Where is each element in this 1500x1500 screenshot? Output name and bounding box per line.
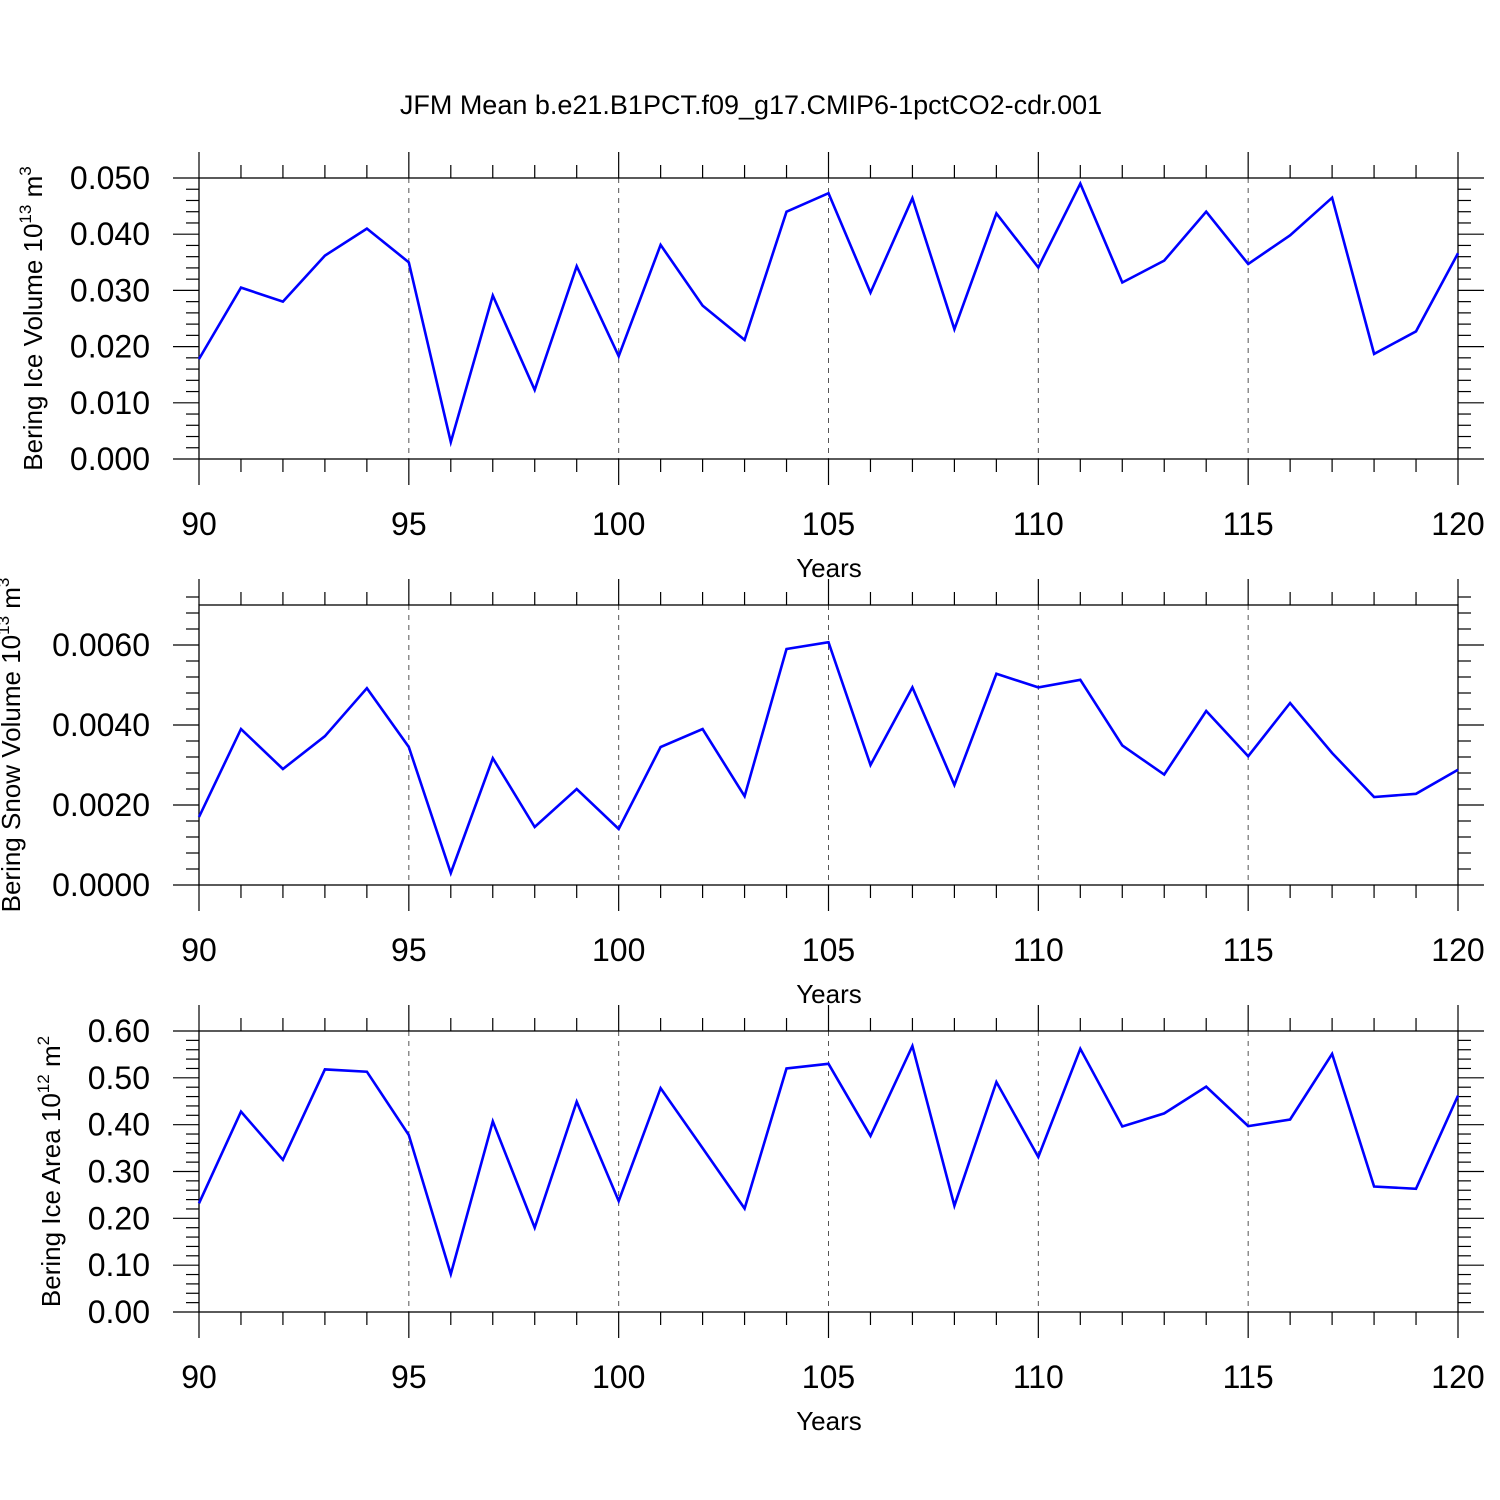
x-tick-label: 100 xyxy=(592,506,645,542)
y-axis-title: Bering Ice Volume 1013 m3 xyxy=(16,166,48,470)
x-tick-label: 115 xyxy=(1223,1359,1274,1395)
x-tick-label: 120 xyxy=(1431,1359,1484,1395)
x-tick-label: 105 xyxy=(802,506,855,542)
y-tick-label: 0.000 xyxy=(70,441,150,477)
y-tick-label: 0.020 xyxy=(70,329,150,365)
y-tick-label: 0.20 xyxy=(88,1200,150,1236)
x-tick-label: 105 xyxy=(802,1359,855,1395)
chart-title: JFM Mean b.e21.B1PCT.f09_g17.CMIP6-1pctC… xyxy=(400,90,1102,120)
y-tick-label: 0.0020 xyxy=(52,787,150,823)
y-tick-label: 0.040 xyxy=(70,216,150,252)
x-tick-label: 100 xyxy=(592,1359,645,1395)
y-axis-title-superscript: 13 xyxy=(16,205,35,224)
x-tick-label: 95 xyxy=(391,506,427,542)
x-tick-label: 115 xyxy=(1223,506,1274,542)
x-tick-label: 95 xyxy=(391,932,427,968)
panels-group: 90 95 100 105 110 115 120 Years 0.000 0.010 0.020 0… xyxy=(0,152,1485,1436)
y-tick-label: 0.30 xyxy=(88,1154,150,1190)
y-axis-title-text: Bering Snow Volume 10 xyxy=(0,635,26,913)
panel-1: 90 95 100 105 110 115 120 Years 0.000 0.010 0.020 0… xyxy=(16,152,1485,583)
y-axis-title-superscript: 13 xyxy=(0,616,13,635)
x-tick-label: 90 xyxy=(181,932,217,968)
y-tick-label: 0.0000 xyxy=(52,867,150,903)
x-tick-label: 110 xyxy=(1013,506,1064,542)
x-tick-label: 90 xyxy=(181,506,217,542)
x-tick-label: 115 xyxy=(1223,932,1274,968)
x-tick-label: 120 xyxy=(1431,932,1484,968)
series-line xyxy=(197,640,1459,877)
y-tick-label: 0.40 xyxy=(88,1107,150,1143)
y-axis-title-text: m xyxy=(18,176,48,205)
y-tick-label: 0.00 xyxy=(88,1294,150,1330)
y-axis-title-text: Bering Ice Area 10 xyxy=(36,1093,66,1307)
x-axis-title: Years xyxy=(796,553,862,583)
y-axis-title-superscript: 3 xyxy=(16,166,35,175)
x-axis-title: Years xyxy=(796,1406,862,1436)
y-tick-label: 0.050 xyxy=(70,160,150,196)
x-tick-label: 110 xyxy=(1013,1359,1064,1395)
x-tick-label: 110 xyxy=(1013,932,1064,968)
panel-3: 90 95 100 105 110 115 120 Years 0.00 0.10 0.20 0.30… xyxy=(34,1005,1485,1436)
series-line xyxy=(197,1042,1460,1279)
y-tick-label: 0.010 xyxy=(70,385,150,421)
panel-2: 90 95 100 105 110 115 120 Years 0.0000 0.0020 0.00… xyxy=(0,578,1485,1009)
y-tick-label: 0.0040 xyxy=(52,707,150,743)
y-axis-title: Bering Snow Volume 1013 m3 xyxy=(0,578,26,913)
y-axis-title-superscript: 12 xyxy=(34,1074,53,1093)
x-tick-label: 90 xyxy=(181,1359,217,1395)
y-axis-title-text: Bering Ice Volume 10 xyxy=(18,224,48,471)
x-tick-label: 95 xyxy=(391,1359,427,1395)
y-axis-title-text: m xyxy=(36,1045,66,1074)
y-tick-label: 0.0060 xyxy=(52,627,150,663)
y-axis-title-text: m xyxy=(0,587,26,616)
y-tick-label: 0.50 xyxy=(88,1060,150,1096)
x-tick-label: 105 xyxy=(802,932,855,968)
x-tick-label: 100 xyxy=(592,932,645,968)
y-tick-label: 0.60 xyxy=(88,1013,150,1049)
y-axis-title-superscript: 3 xyxy=(0,578,13,587)
y-axis-title-superscript: 2 xyxy=(34,1036,53,1045)
y-axis-title: Bering Ice Area 1012 m2 xyxy=(34,1036,66,1307)
x-tick-label: 120 xyxy=(1431,506,1484,542)
x-axis-title: Years xyxy=(796,979,862,1009)
y-tick-label: 0.10 xyxy=(88,1247,150,1283)
y-tick-label: 0.030 xyxy=(70,272,150,308)
series-line xyxy=(197,180,1460,448)
